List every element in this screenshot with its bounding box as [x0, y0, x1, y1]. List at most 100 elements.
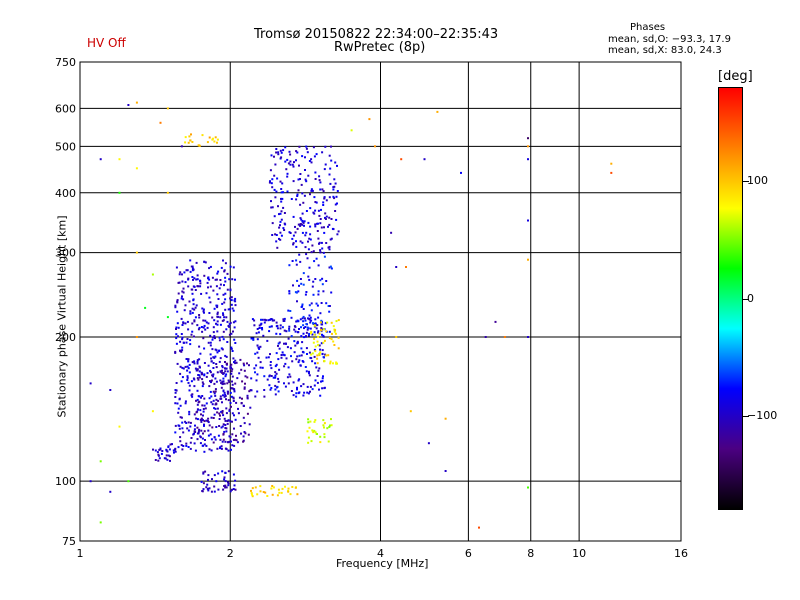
echo-point	[241, 380, 244, 383]
echo-point	[275, 352, 278, 355]
echo-point	[176, 299, 179, 302]
echo-point	[230, 299, 233, 302]
echo-point	[189, 421, 192, 424]
echo-point	[318, 332, 321, 335]
echo-point	[175, 342, 178, 345]
echo-point	[285, 168, 288, 171]
echo-point	[309, 225, 312, 228]
echo-point	[180, 317, 183, 320]
echo-point	[323, 360, 326, 363]
echo-point	[334, 332, 337, 335]
echo-point	[217, 434, 220, 437]
echo-point	[229, 297, 232, 300]
echo-point	[282, 149, 285, 152]
echo-point	[229, 365, 232, 368]
echo-point	[216, 320, 219, 323]
echo-point	[212, 336, 215, 339]
echo-point	[243, 386, 246, 389]
echo-point	[135, 101, 138, 104]
echo-point	[273, 188, 276, 191]
echo-point	[266, 495, 269, 497]
echo-point	[314, 431, 317, 434]
echo-point	[191, 311, 194, 314]
echo-point	[292, 234, 295, 237]
echo-point	[328, 330, 331, 333]
echo-point	[330, 145, 332, 148]
echo-point	[203, 374, 206, 377]
echo-point	[193, 319, 196, 322]
echo-point	[277, 344, 279, 347]
echo-point	[181, 336, 184, 339]
y-tick-label: 75	[62, 535, 76, 548]
echo-point	[322, 375, 324, 378]
echo-point	[224, 276, 227, 279]
echo-point	[205, 292, 208, 295]
echo-point	[317, 222, 319, 225]
echo-point	[227, 482, 230, 485]
echo-point	[266, 339, 269, 342]
echo-point	[263, 375, 266, 378]
echo-point	[218, 425, 221, 427]
echo-point	[303, 220, 306, 223]
echo-point	[187, 446, 190, 448]
echo-point	[271, 318, 274, 321]
echo-point	[527, 486, 529, 489]
echo-point	[233, 390, 236, 393]
echo-point	[235, 434, 237, 437]
echo-point	[208, 424, 211, 427]
echo-point	[229, 436, 232, 439]
echo-point	[314, 278, 317, 280]
echo-point	[215, 480, 218, 483]
echo-point	[211, 374, 214, 377]
echo-point	[220, 386, 223, 389]
echo-point	[311, 189, 314, 192]
echo-point	[181, 338, 184, 341]
echo-point	[177, 446, 180, 449]
echo-point	[190, 133, 192, 136]
echo-point	[288, 290, 291, 293]
echo-point	[305, 253, 308, 256]
echo-point	[194, 449, 197, 452]
echo-point	[308, 266, 311, 269]
echo-point	[322, 356, 325, 359]
echo-point	[296, 341, 299, 344]
echo-point	[208, 312, 211, 314]
echo-point	[247, 433, 250, 436]
x-tick-label: 4	[377, 547, 384, 560]
echo-point	[180, 297, 183, 300]
echo-point	[219, 370, 222, 373]
echo-point	[316, 433, 318, 435]
echo-point	[233, 338, 236, 341]
echo-point	[259, 345, 262, 348]
echo-point	[168, 455, 171, 458]
echo-point	[309, 316, 312, 319]
echo-point	[198, 376, 201, 379]
echo-point	[328, 196, 331, 199]
echo-point	[325, 354, 328, 357]
echo-point	[177, 281, 180, 284]
echo-point	[221, 381, 224, 384]
echo-point	[268, 374, 271, 377]
echo-point	[319, 348, 322, 351]
echo-point	[187, 367, 190, 370]
echo-point	[230, 347, 233, 350]
echo-point	[283, 229, 286, 231]
echo-point	[208, 385, 211, 388]
echo-point	[301, 231, 304, 234]
echo-point	[288, 373, 291, 376]
echo-point	[175, 333, 178, 336]
echo-point	[191, 141, 194, 143]
echo-point	[324, 216, 326, 219]
echo-point	[227, 379, 230, 382]
echo-point	[306, 257, 309, 260]
echo-point	[295, 392, 298, 395]
echo-point	[275, 363, 278, 366]
echo-point	[250, 489, 252, 492]
echo-point	[333, 344, 336, 346]
echo-point	[294, 225, 296, 228]
echo-point	[297, 290, 300, 293]
echo-point	[302, 221, 305, 224]
echo-point	[189, 139, 192, 142]
echo-point	[227, 470, 230, 473]
echo-point	[270, 387, 273, 389]
